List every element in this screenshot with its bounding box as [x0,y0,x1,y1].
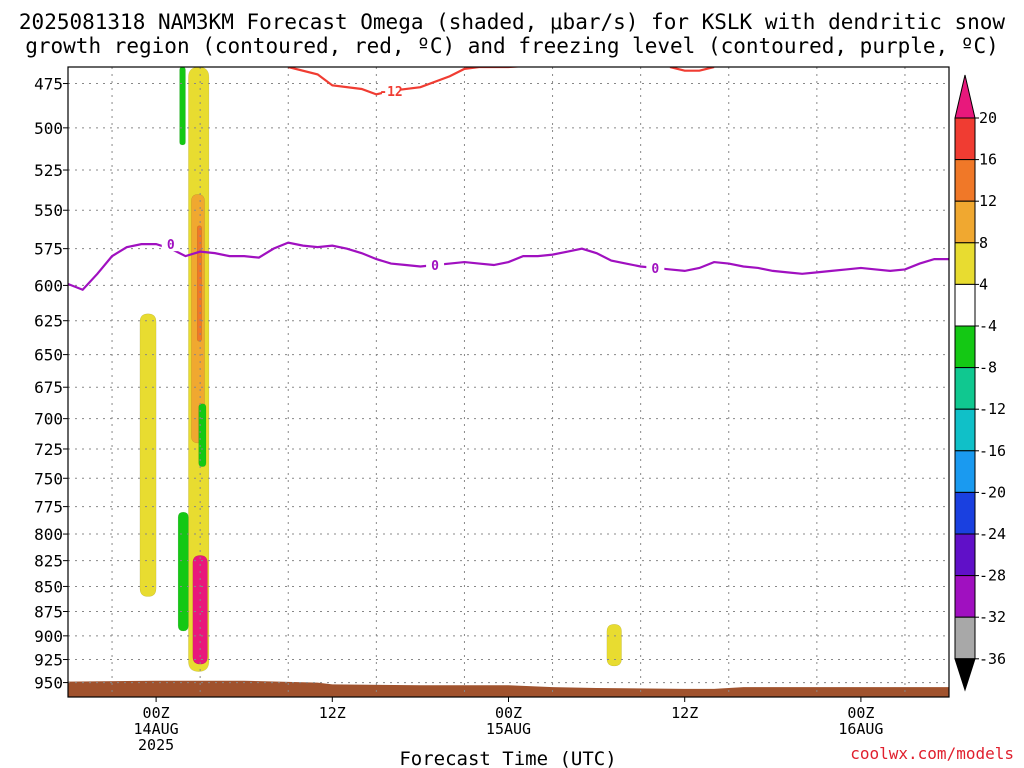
omega-shading [139,67,622,672]
colorbar-tick-label: 4 [979,275,988,293]
colorbar-band [954,616,976,660]
colorbar-tick-label: 8 [979,234,988,252]
omega-blob-6 [179,67,186,146]
x-tick-label: 2025 [138,736,174,754]
omega-blob-4 [192,555,208,665]
x-tick-label: 00Z [143,704,170,722]
freezing-level-label: 0 [167,238,175,253]
freezing-level-label-bg [646,259,665,275]
y-tick-label: 550 [34,201,63,220]
y-tick-label: 575 [34,240,63,259]
y-tick-label: 475 [34,75,63,94]
omega-blob-5 [177,511,189,632]
freezing-level-label-bg [161,236,180,252]
colorbar-tick-label: -12 [979,400,1006,418]
colorbar-tick-label: 12 [979,192,997,210]
omega-blob-3 [139,313,157,597]
contour-line-1b [669,67,715,72]
y-tick-label: 525 [34,161,63,180]
colorbar-tick-label: 20 [979,109,997,127]
contour-line-1 [287,67,526,96]
freezing-level-label: 0 [651,262,659,277]
x-tick-label: 15AUG [486,720,531,738]
contour-line-0 [68,241,949,292]
colorbar-tick-label: -28 [979,567,1006,585]
colorbar-tick-label: -4 [979,317,997,335]
freezing-level-label-bg [426,257,445,273]
colorbar-band [954,450,976,493]
y-tick-label: 725 [34,440,63,459]
y-tick-label: 500 [34,119,63,138]
colorbar-band [954,408,976,452]
plot-area [68,67,949,697]
colorbar-band [954,200,976,244]
y-tick-label: 800 [34,525,63,544]
colorbar-top-arrow [954,74,976,119]
colorbar-tick-label: -24 [979,525,1006,543]
y-tick-label: 700 [34,410,63,429]
colorbar-band [954,533,976,577]
colorbar-band [954,159,976,202]
y-tick-label: 825 [34,552,63,571]
y-tick-label: 750 [34,469,63,488]
colorbar-band [954,367,976,410]
freezing-level-label: 0 [431,259,439,274]
x-tick-label: 00Z [495,704,522,722]
colorbar-tick-label: -16 [979,442,1006,460]
y-tick-label: 625 [34,312,63,331]
colorbar-tick-label: -20 [979,483,1006,501]
x-axis-label: Forecast Time (UTC) [399,748,616,768]
colorbar-tick-label: -32 [979,608,1006,626]
colorbar-band [954,242,976,285]
colorbar-band [954,325,976,369]
y-tick-label: 850 [34,577,63,596]
omega-blob-2 [196,225,202,342]
credit-link[interactable]: coolwx.com/models [850,744,1014,763]
y-tick-label: 650 [34,346,63,365]
x-tick-label: 12Z [319,704,346,722]
contour-lines: 0 0 0 -12 [68,67,949,292]
y-tick-label: 950 [34,674,63,693]
colorbar: 20 16 12 8 4 -4 -8 -12 -16 -20 -24 -28 -32 -36 [954,74,1006,692]
colorbar-bottom-arrow [954,658,976,692]
x-tick-label: 14AUG [134,720,179,738]
colorbar-band [954,283,976,327]
chart-title-line1: 2025081318 NAM3KM Forecast Omega (shaded… [18,10,1006,34]
colorbar-tick-label: -36 [979,650,1006,668]
dgz-label-bg [382,82,401,98]
x-tick-label: 00Z [847,704,874,722]
y-tick-label: 600 [34,276,63,295]
omega-blob-8 [606,623,622,667]
colorbar-band [954,117,976,161]
x-tick-label: 12Z [671,704,698,722]
colorbar-band [954,491,976,535]
colorbar-band [954,575,976,618]
x-tick-label: 16AUG [838,720,883,738]
y-tick-label: 875 [34,602,63,621]
chart-title-line2: growth region (contoured, red, ºC) and f… [25,34,999,58]
y-tick-label: 775 [34,498,63,517]
colorbar-tick-label: -8 [979,359,997,377]
y-tick-label: 675 [34,378,63,397]
dgz-label: -12 [379,85,402,100]
y-tick-label: 925 [34,651,63,670]
colorbar-tick-label: 16 [979,151,997,169]
omega-blob-7 [198,403,207,467]
y-axis-ticks: 475 500 525 550 575 600 625 650 675 700 725 750 775 8… [34,75,68,693]
y-tick-label: 900 [34,627,63,646]
grid-lines [68,67,949,697]
